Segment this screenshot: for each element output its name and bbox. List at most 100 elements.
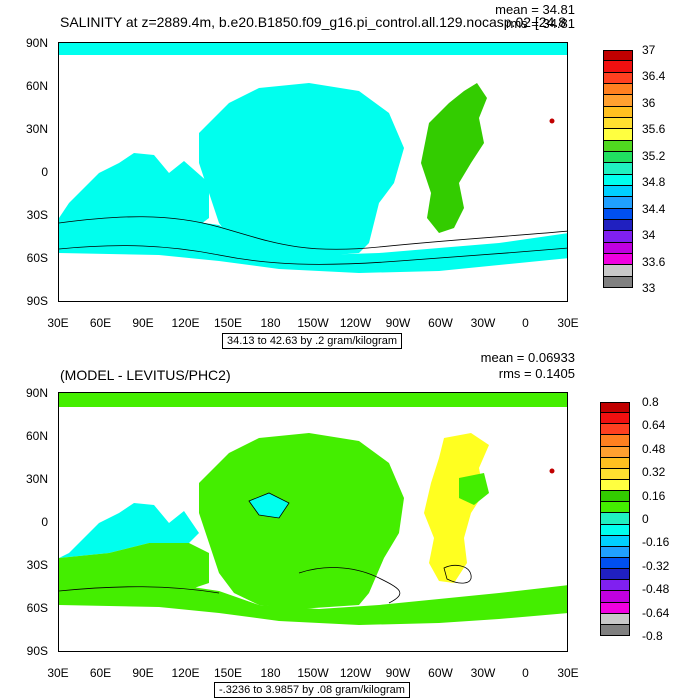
lon-label: 150E (213, 316, 243, 330)
colorbar-swatch (600, 569, 630, 581)
colorbar-swatch (603, 117, 633, 130)
lon-label: 180 (260, 666, 281, 680)
colorbar-swatch (600, 491, 630, 503)
bottom-contour-line (59, 586, 220, 594)
lon-label: 90W (385, 316, 411, 330)
top-rms-stat: rms = 34.81 (505, 16, 575, 31)
colorbar-swatch (603, 208, 633, 220)
colorbar-swatch (603, 163, 633, 175)
lat-label: 30S (26, 558, 48, 572)
top-colorbar (603, 50, 633, 288)
bottom-colorbar (600, 402, 630, 636)
lon-label: 30E (47, 666, 69, 680)
top-mean-stat: mean = 34.81 (495, 2, 575, 17)
lon-label: 90E (132, 316, 154, 330)
lon-label: 60E (89, 666, 112, 680)
colorbar-swatch (600, 513, 630, 525)
bottom-contour-line (298, 567, 401, 604)
colorbar-label: 34.4 (642, 201, 666, 216)
lon-label: 150W (297, 316, 329, 330)
lon-label: 60W (428, 316, 453, 330)
colorbar-label: 37 (642, 43, 656, 57)
colorbar-label: 0.8 (642, 395, 659, 409)
top-contour-line (59, 245, 567, 265)
colorbar-swatch (600, 424, 630, 436)
lon-label: 90W (385, 666, 411, 680)
southern-ocean-band (59, 585, 567, 625)
lat-label: 90S (26, 294, 48, 308)
bottom-rms-stat: rms = 0.1405 (498, 366, 575, 381)
colorbar-label: 0.64 (642, 418, 666, 433)
lon-label: 0 (522, 666, 529, 680)
colorbar-label: -0.16 (642, 535, 670, 550)
colorbar-label: 35.2 (642, 148, 666, 163)
colorbar-swatch (600, 557, 630, 570)
top-panel-title: SALINITY at z=2889.4m, b.e20.B1850.f09_g… (60, 14, 567, 30)
colorbar-swatch (600, 624, 630, 636)
lat-label: 0 (41, 515, 48, 529)
high-salinity-spot (549, 118, 555, 124)
pacific-ocean-region (199, 83, 404, 258)
lon-label: 30E (557, 316, 579, 330)
colorbar-swatch (603, 151, 633, 164)
colorbar-label: -0.8 (642, 629, 663, 643)
colorbar-swatch (603, 61, 633, 73)
colorbar-swatch (600, 479, 630, 492)
lon-label: 30W (470, 316, 496, 330)
pacific-ocean-region (199, 433, 404, 609)
colorbar-swatch (603, 129, 633, 141)
lon-label: 60E (89, 316, 112, 330)
lat-label: 90N (25, 36, 48, 50)
colorbar-swatch (603, 83, 633, 96)
lon-label: 120E (171, 666, 200, 680)
lat-label: 60S (26, 601, 48, 615)
colorbar-swatch (603, 231, 633, 243)
colorbar-label: 33 (642, 281, 656, 295)
colorbar-swatch (600, 602, 630, 614)
lon-label: 150E (213, 666, 243, 680)
colorbar-label: 33.6 (642, 254, 666, 269)
colorbar-swatch (600, 591, 630, 603)
colorbar-label: 36.4 (642, 69, 666, 84)
colorbar-swatch (603, 72, 633, 84)
lon-label: 180 (260, 316, 281, 330)
lon-label: 90E (132, 666, 154, 680)
colorbar-swatch (603, 174, 633, 186)
lat-label: 60S (26, 251, 48, 265)
lat-label: 60N (25, 79, 48, 93)
lat-label: 0 (41, 165, 48, 179)
colorbar-label: -0.32 (642, 558, 670, 573)
indian-ocean-region (59, 503, 199, 558)
colorbar-label: 0.48 (642, 441, 666, 456)
top-salinity-map (58, 42, 568, 302)
lon-label: 150W (297, 666, 329, 680)
pacific-negative-patch (249, 493, 289, 518)
lat-label: 30S (26, 208, 48, 222)
lon-label: 0 (522, 316, 529, 330)
lon-label: 120E (171, 316, 200, 330)
colorbar-label: 0.32 (642, 465, 666, 480)
colorbar-swatch (600, 535, 630, 547)
colorbar-swatch (600, 446, 630, 458)
colorbar-swatch (603, 242, 633, 254)
colorbar-label: 34.8 (642, 175, 666, 190)
colorbar-label: -0.48 (642, 582, 670, 597)
lat-label: 30N (25, 122, 48, 136)
lat-label: 90N (25, 386, 48, 400)
colorbar-swatch (603, 140, 633, 152)
lon-label: 30E (47, 316, 69, 330)
lon-label: 120W (339, 666, 372, 680)
lat-label: 30N (25, 472, 48, 486)
indian-ocean-region (59, 153, 209, 238)
lat-label: 90S (26, 644, 48, 658)
colorbar-label: -0.64 (642, 605, 670, 620)
bottom-contour-line (443, 564, 472, 584)
bottom-range-text: -.3236 to 3.9857 by .08 gram/kilogram (214, 682, 410, 698)
colorbar-swatch (603, 95, 633, 107)
bottom-mean-stat: mean = 0.06933 (480, 350, 575, 365)
colorbar-swatch (603, 106, 633, 118)
colorbar-swatch (603, 50, 633, 62)
colorbar-swatch (603, 265, 633, 277)
colorbar-swatch (600, 435, 630, 447)
colorbar-label: 36 (642, 95, 656, 110)
